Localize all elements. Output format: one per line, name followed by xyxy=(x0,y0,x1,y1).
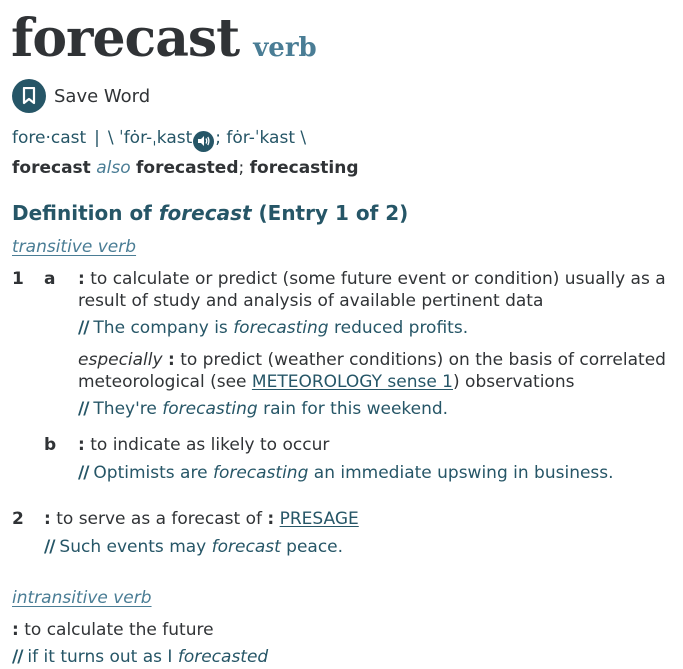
transitive-verb-label[interactable]: transitive verb xyxy=(12,237,137,257)
especially-text: to predict (weather conditions) on the b… xyxy=(78,350,666,392)
meteorology-link[interactable]: METEOROLOGY sense 1 xyxy=(251,372,454,392)
pron-divider: | xyxy=(94,128,100,148)
sense-2-text: to serve as a forecast of xyxy=(56,509,262,529)
example-before: if it turns out as I xyxy=(27,647,178,667)
sense-letter-a: a xyxy=(44,269,56,289)
example-after: an immediate upswing in business. xyxy=(308,463,614,483)
example-word: forecast xyxy=(211,537,281,557)
example-before: They're xyxy=(93,399,163,419)
definition-heading-prefix: Definition of xyxy=(12,201,159,225)
colon: : xyxy=(167,350,175,370)
definition-heading-word: forecast xyxy=(158,201,252,225)
sense-number-1: 1 xyxy=(12,269,24,289)
headword-text: forecast xyxy=(11,8,240,69)
form-sep: ; xyxy=(238,158,245,178)
example-marker: // xyxy=(44,537,55,557)
sense-2-definition: : to serve as a forecast of : PRESAGE xyxy=(44,508,359,530)
sense-2-example: //Such events may forecast peace. xyxy=(44,536,343,558)
bookmark-icon xyxy=(12,79,46,113)
example-before: Optimists are xyxy=(93,463,213,483)
inflected-forms: forecast also forecasted; forecasting xyxy=(12,158,359,178)
example-word: forecasting xyxy=(212,463,309,483)
save-word-button[interactable]: Save Word xyxy=(12,79,150,113)
form-also: also xyxy=(96,158,131,178)
example-after: peace. xyxy=(280,537,344,557)
intransitive-verb-label[interactable]: intransitive verb xyxy=(12,588,152,608)
form-base: forecast xyxy=(12,158,91,178)
part-of-speech: verb xyxy=(253,33,317,63)
colon: : xyxy=(44,509,51,529)
especially-text-after: ) observations xyxy=(453,372,575,392)
example-marker: // xyxy=(78,463,89,483)
sense-number-2: 2 xyxy=(12,509,24,529)
form-past: forecasted xyxy=(136,158,239,178)
colon: : xyxy=(12,620,19,640)
example-word: forecasting xyxy=(162,399,258,419)
pron-semicolon: ; xyxy=(215,128,222,148)
example-marker: // xyxy=(78,399,89,419)
form-ing: forecasting xyxy=(249,158,359,178)
example-marker: // xyxy=(78,318,89,338)
pronunciation-primary: \ ˈfȯr-ˌkast xyxy=(107,128,193,148)
sense-1a-especially: especially : to predict (weather conditi… xyxy=(78,349,678,393)
syllabification: fore·cast xyxy=(12,128,87,148)
colon: : xyxy=(267,509,275,529)
speaker-icon[interactable] xyxy=(193,130,215,152)
colon: : xyxy=(78,269,85,289)
intransitive-text: to calculate the future xyxy=(24,620,214,640)
example-word: forecasted xyxy=(177,647,269,667)
example-before: Such events may xyxy=(59,537,212,557)
sense-letter-b: b xyxy=(44,435,57,455)
sense-1b-text: to indicate as likely to occur xyxy=(90,435,330,455)
presage-link[interactable]: PRESAGE xyxy=(279,509,359,529)
sense-1a-example: //The company is forecasting reduced pro… xyxy=(78,317,468,339)
sense-1b-definition: : to indicate as likely to occur xyxy=(78,434,678,456)
colon: : xyxy=(78,435,85,455)
example-after: rain for this weekend. xyxy=(257,399,449,419)
especially-example: //They're forecasting rain for this week… xyxy=(78,398,448,420)
pronunciation-line: fore·cast | \ ˈfȯr-ˌkast; fȯr-ˈkast \ xyxy=(12,128,306,152)
sense-1b-example: //Optimists are forecasting an immediate… xyxy=(78,462,614,484)
headword: forecast verb xyxy=(11,8,317,69)
example-after: reduced profits. xyxy=(328,318,469,338)
pronunciation-alt: fȯr-ˈkast \ xyxy=(221,128,307,148)
especially-label: especially xyxy=(78,350,163,370)
example-word: forecasting xyxy=(233,318,329,338)
save-word-label: Save Word xyxy=(54,85,151,107)
example-before: The company is xyxy=(93,318,234,338)
example-marker: // xyxy=(12,647,23,667)
intransitive-example: //if it turns out as I forecasted xyxy=(12,646,268,668)
definition-heading-suffix: (Entry 1 of 2) xyxy=(251,201,409,225)
sense-1a-text: to calculate or predict (some future eve… xyxy=(78,269,666,311)
intransitive-definition: : to calculate the future xyxy=(12,619,214,641)
sense-1a-definition: : to calculate or predict (some future e… xyxy=(78,268,678,312)
definition-heading: Definition of forecast (Entry 1 of 2) xyxy=(12,201,408,225)
